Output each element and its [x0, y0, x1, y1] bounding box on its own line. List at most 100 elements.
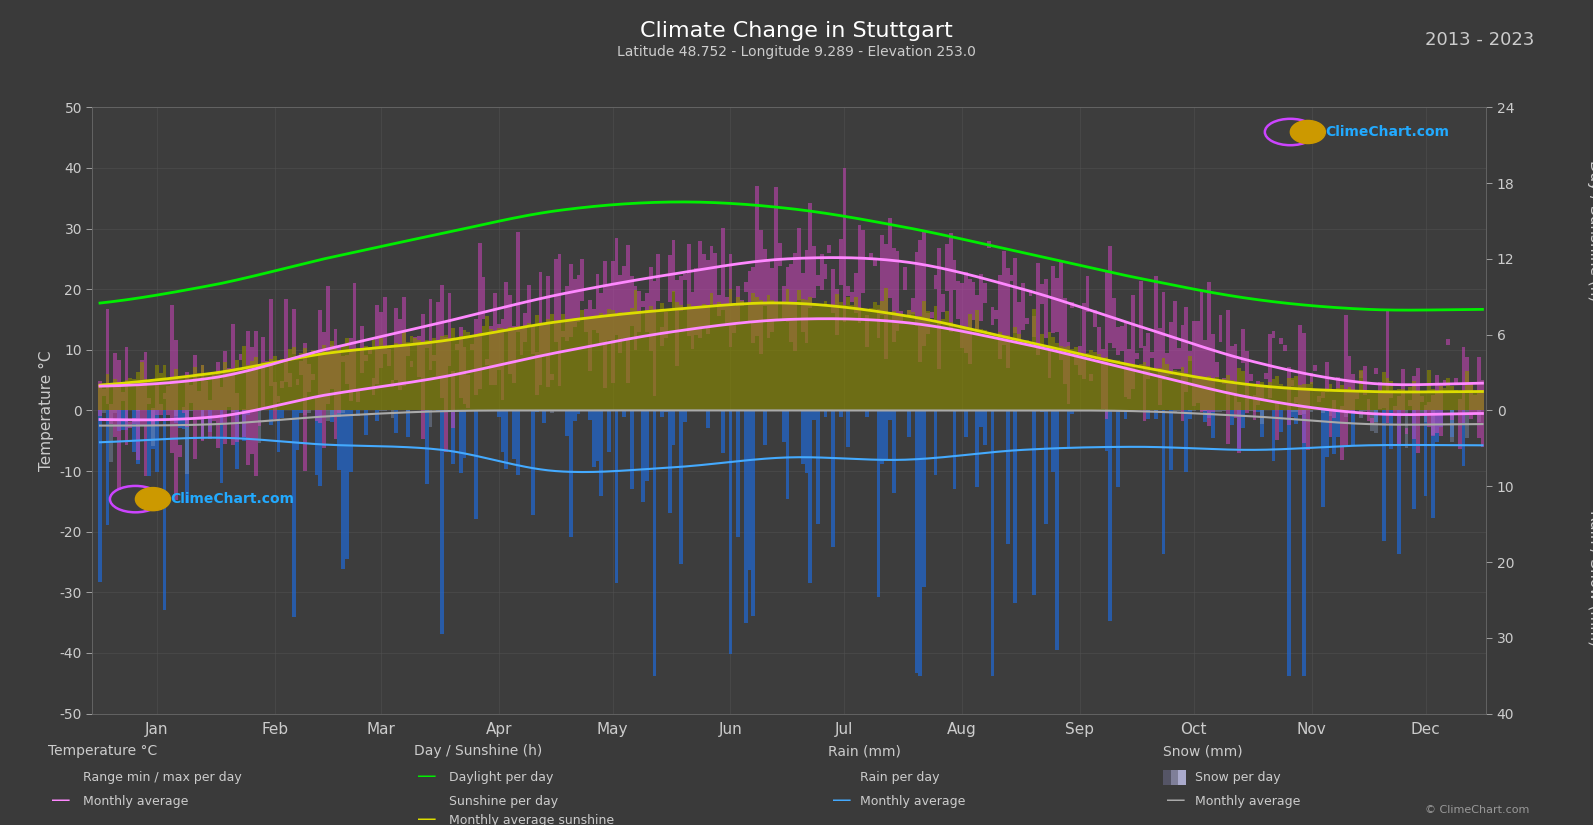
Bar — [346, 356, 349, 384]
Bar — [516, 328, 519, 411]
Bar — [1123, 323, 1128, 397]
Bar — [1321, 390, 1325, 411]
Bar — [843, 304, 846, 411]
Bar — [253, 357, 258, 411]
Bar — [1188, 356, 1192, 411]
Bar — [1211, 411, 1215, 438]
Bar — [368, 347, 371, 411]
Bar — [835, 289, 838, 335]
Bar — [1375, 411, 1378, 422]
Bar — [887, 313, 892, 411]
Text: Range min / max per day: Range min / max per day — [83, 771, 242, 784]
Bar — [1180, 366, 1184, 411]
Bar — [1203, 411, 1207, 422]
Bar — [1043, 279, 1048, 338]
Bar — [1276, 375, 1279, 411]
Bar — [409, 361, 413, 367]
Bar — [862, 230, 865, 293]
Bar — [413, 337, 417, 343]
Bar — [747, 304, 752, 411]
Bar — [159, 373, 162, 411]
Text: Monthly average: Monthly average — [1195, 794, 1300, 808]
Bar — [538, 271, 543, 384]
Bar — [1469, 384, 1474, 411]
Bar — [900, 312, 903, 323]
Bar — [580, 259, 585, 301]
Bar — [1090, 375, 1093, 380]
Bar — [691, 293, 695, 349]
Bar — [1306, 390, 1309, 450]
Bar — [832, 269, 835, 313]
Bar — [338, 411, 341, 417]
Bar — [900, 315, 903, 411]
Bar — [390, 380, 395, 387]
Bar — [174, 340, 178, 500]
Bar — [763, 303, 766, 411]
Bar — [999, 332, 1002, 411]
Bar — [1431, 389, 1435, 411]
Bar — [793, 304, 796, 411]
Bar — [1024, 340, 1029, 411]
Bar — [1474, 395, 1477, 414]
Bar — [1082, 355, 1085, 411]
Bar — [363, 355, 368, 361]
Bar — [1351, 411, 1356, 446]
Bar — [467, 332, 470, 411]
Bar — [1351, 390, 1356, 411]
Bar — [873, 260, 876, 266]
Bar — [1013, 328, 1018, 411]
Bar — [1117, 360, 1120, 411]
Bar — [588, 299, 593, 371]
Bar — [1093, 351, 1098, 411]
Bar — [327, 351, 330, 411]
Bar — [999, 275, 1002, 359]
Bar — [1090, 350, 1093, 411]
Bar — [489, 329, 494, 411]
Bar — [1337, 411, 1340, 437]
Bar — [1332, 390, 1337, 411]
Bar — [687, 244, 691, 336]
Bar — [462, 411, 467, 459]
Bar — [1005, 335, 1010, 411]
Bar — [766, 295, 771, 411]
Bar — [425, 340, 429, 411]
Bar — [1282, 386, 1287, 411]
Bar — [1040, 285, 1043, 304]
Bar — [505, 282, 508, 332]
Bar — [432, 337, 436, 411]
Bar — [801, 411, 804, 464]
Bar — [190, 385, 193, 403]
Bar — [519, 328, 524, 355]
Bar — [1021, 341, 1024, 411]
Bar — [593, 317, 596, 411]
Bar — [272, 356, 277, 411]
Bar — [846, 297, 851, 411]
Bar — [1177, 347, 1180, 369]
Bar — [1029, 290, 1032, 296]
Bar — [1078, 354, 1082, 411]
Bar — [566, 285, 569, 342]
Bar — [1458, 399, 1462, 450]
Bar — [481, 326, 486, 411]
Bar — [1219, 411, 1222, 412]
Bar — [1153, 276, 1158, 369]
Bar — [303, 348, 307, 411]
Bar — [135, 385, 140, 460]
Bar — [887, 411, 892, 421]
Bar — [758, 300, 763, 411]
Bar — [1188, 351, 1192, 361]
Bar — [667, 309, 672, 411]
Bar — [185, 411, 190, 503]
Text: Snow (mm): Snow (mm) — [1163, 744, 1243, 758]
Bar — [151, 411, 155, 446]
Bar — [561, 314, 566, 411]
Bar — [1466, 411, 1469, 437]
Bar — [151, 380, 155, 411]
Bar — [264, 361, 269, 367]
Bar — [1104, 357, 1109, 411]
Bar — [505, 330, 508, 411]
Bar — [174, 411, 178, 423]
Bar — [1040, 334, 1043, 411]
Bar — [1147, 411, 1150, 419]
Bar — [475, 411, 478, 519]
